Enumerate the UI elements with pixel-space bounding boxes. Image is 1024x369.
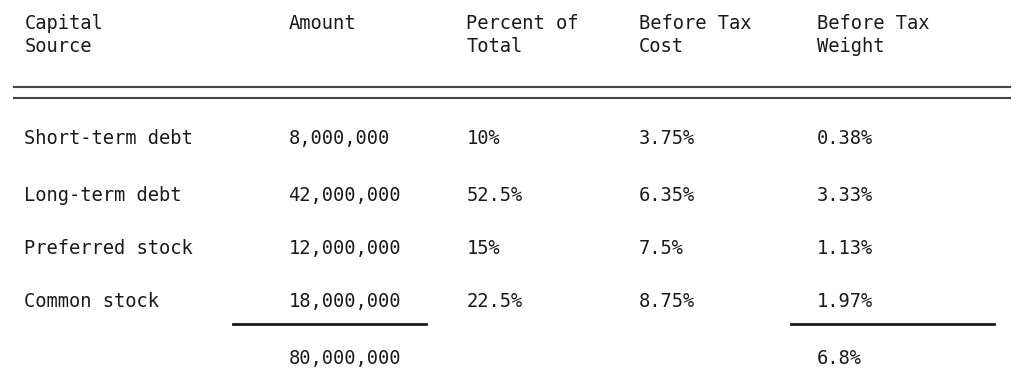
Text: 42,000,000: 42,000,000 xyxy=(289,186,401,205)
Text: Before Tax
Cost: Before Tax Cost xyxy=(639,14,752,56)
Text: 6.8%: 6.8% xyxy=(817,349,862,368)
Text: Before Tax
Weight: Before Tax Weight xyxy=(817,14,929,56)
Text: 0.38%: 0.38% xyxy=(817,130,872,148)
Text: Short-term debt: Short-term debt xyxy=(25,130,194,148)
Text: 1.13%: 1.13% xyxy=(817,239,872,258)
Text: 8.75%: 8.75% xyxy=(639,292,695,311)
Text: 1.97%: 1.97% xyxy=(817,292,872,311)
Text: 10%: 10% xyxy=(466,130,500,148)
Text: 52.5%: 52.5% xyxy=(466,186,522,205)
Text: 3.75%: 3.75% xyxy=(639,130,695,148)
Text: Long-term debt: Long-term debt xyxy=(25,186,182,205)
Text: Percent of
Total: Percent of Total xyxy=(466,14,579,56)
Text: 15%: 15% xyxy=(466,239,500,258)
Text: Capital
Source: Capital Source xyxy=(25,14,103,56)
Text: Preferred stock: Preferred stock xyxy=(25,239,194,258)
Text: 80,000,000: 80,000,000 xyxy=(289,349,401,368)
Text: 7.5%: 7.5% xyxy=(639,239,684,258)
Text: 8,000,000: 8,000,000 xyxy=(289,130,390,148)
Text: 3.33%: 3.33% xyxy=(817,186,872,205)
Text: 18,000,000: 18,000,000 xyxy=(289,292,401,311)
Text: 12,000,000: 12,000,000 xyxy=(289,239,401,258)
Text: Amount: Amount xyxy=(289,14,356,32)
Text: 6.35%: 6.35% xyxy=(639,186,695,205)
Text: Common stock: Common stock xyxy=(25,292,160,311)
Text: 22.5%: 22.5% xyxy=(466,292,522,311)
